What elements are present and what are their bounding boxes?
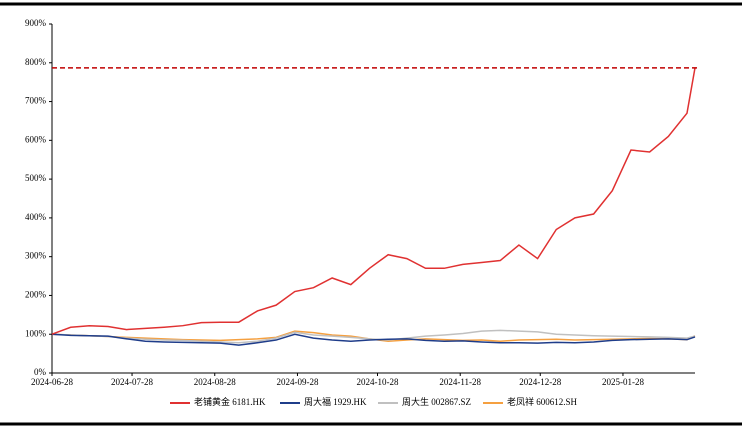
y-tick-label: 400% bbox=[25, 212, 47, 222]
x-tick-label: 2024-12-28 bbox=[519, 377, 561, 387]
y-tick-label: 100% bbox=[25, 328, 47, 338]
y-tick-label: 800% bbox=[25, 57, 47, 67]
y-tick-label: 500% bbox=[25, 173, 47, 183]
y-tick-label: 600% bbox=[25, 134, 47, 144]
y-tick-label: 0% bbox=[34, 367, 47, 377]
series-line bbox=[51, 67, 696, 335]
x-tick-label: 2024-07-28 bbox=[111, 377, 153, 387]
x-tick-label: 2024-11-28 bbox=[439, 377, 481, 387]
y-tick-label: 900% bbox=[25, 18, 47, 28]
x-tick-label: 2024-08-28 bbox=[194, 377, 236, 387]
x-tick-label: 2024-06-28 bbox=[31, 377, 73, 387]
y-tick-label: 200% bbox=[25, 290, 47, 300]
y-tick-label: 300% bbox=[25, 251, 47, 261]
x-tick-label: 2024-10-28 bbox=[357, 377, 399, 387]
legend-label: 周大福 1929.HK bbox=[304, 396, 367, 407]
y-tick-label: 700% bbox=[25, 96, 47, 106]
legend-label: 老铺黄金 6181.HK bbox=[194, 396, 266, 407]
legend-label: 周大生 002867.SZ bbox=[402, 396, 471, 407]
x-tick-label: 2025-01-28 bbox=[602, 377, 644, 387]
x-tick-label: 2024-09-28 bbox=[276, 377, 318, 387]
series-line bbox=[51, 333, 696, 346]
legend-label: 老凤祥 600612.SH bbox=[507, 396, 578, 407]
